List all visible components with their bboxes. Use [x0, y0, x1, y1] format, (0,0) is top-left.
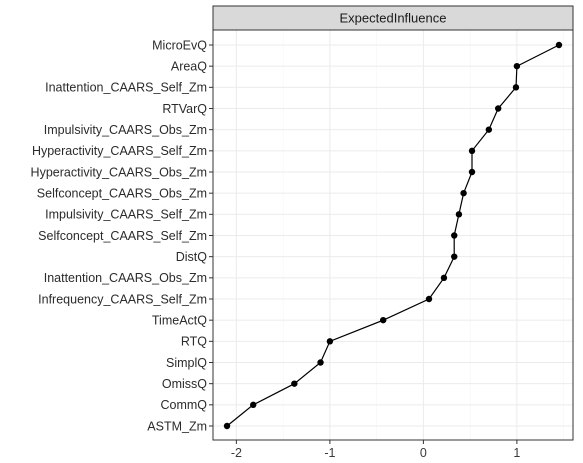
- facet-strip: ExpectedInfluence: [212, 5, 574, 31]
- facet-strip-background: [212, 5, 574, 31]
- x-tick-label: -2: [231, 446, 242, 460]
- y-tick-label: AreaQ: [171, 59, 207, 73]
- data-point: [485, 126, 493, 133]
- x-tick-label: 1: [513, 446, 520, 460]
- data-point: [291, 380, 298, 387]
- data-point: [512, 84, 520, 91]
- data-point: [317, 359, 324, 366]
- y-tick-label: OmissQ: [162, 377, 207, 391]
- y-tick-label: Selfconcept_CAARS_Obs_Zm: [37, 186, 207, 200]
- data-point: [455, 211, 463, 218]
- x-axis: -2 -1 0 1: [231, 440, 520, 460]
- data-point: [555, 41, 563, 49]
- y-tick-label: ASTM_Zm: [147, 419, 207, 433]
- x-tick-label: -1: [324, 446, 335, 460]
- y-axis: MicroEvQ AreaQ Inattention_CAARS_Self_Zm RT…: [31, 38, 213, 433]
- y-tick-label: RTVarQ: [162, 102, 207, 116]
- data-point: [326, 338, 334, 345]
- data-point: [379, 316, 387, 324]
- y-tick-label: Inattention_CAARS_Obs_Zm: [44, 271, 207, 285]
- data-point: [451, 253, 458, 260]
- y-tick-label: Impulsivity_CAARS_Self_Zm: [45, 208, 207, 222]
- y-tick-label: SimplQ: [166, 356, 207, 370]
- data-point: [250, 401, 257, 409]
- data-point: [513, 62, 521, 70]
- data-point: [468, 147, 476, 155]
- y-tick-label: Inattention_CAARS_Self_Zm: [45, 81, 207, 95]
- y-tick-label: RTQ: [181, 335, 207, 349]
- facet-strip-title: ExpectedInfluence: [340, 11, 447, 26]
- x-tick-label: 0: [420, 446, 427, 460]
- data-point: [440, 274, 448, 282]
- y-tick-label: CommQ: [160, 398, 207, 412]
- data-point: [468, 168, 476, 176]
- data-point: [460, 189, 467, 197]
- data-point: [425, 295, 433, 303]
- y-tick-label: Infrequency_CAARS_Self_Zm: [38, 292, 207, 306]
- y-tick-label: Selfconcept_CAARS_Self_Zm: [38, 229, 207, 243]
- y-tick-label: Hyperactivity_CAARS_Self_Zm: [32, 144, 207, 158]
- data-point: [223, 422, 231, 430]
- grid-lines: [213, 30, 573, 440]
- data-point: [494, 105, 502, 112]
- series-points: [223, 41, 563, 430]
- y-tick-label: MicroEvQ: [152, 38, 207, 52]
- y-tick-label: DistQ: [176, 250, 208, 264]
- y-tick-label: Impulsivity_CAARS_Obs_Zm: [44, 123, 207, 137]
- series-expected-influence: [223, 41, 563, 430]
- y-tick-label: Hyperactivity_CAARS_Obs_Zm: [31, 165, 207, 179]
- y-tick-label: TimeActQ: [152, 313, 207, 327]
- data-point: [451, 232, 458, 239]
